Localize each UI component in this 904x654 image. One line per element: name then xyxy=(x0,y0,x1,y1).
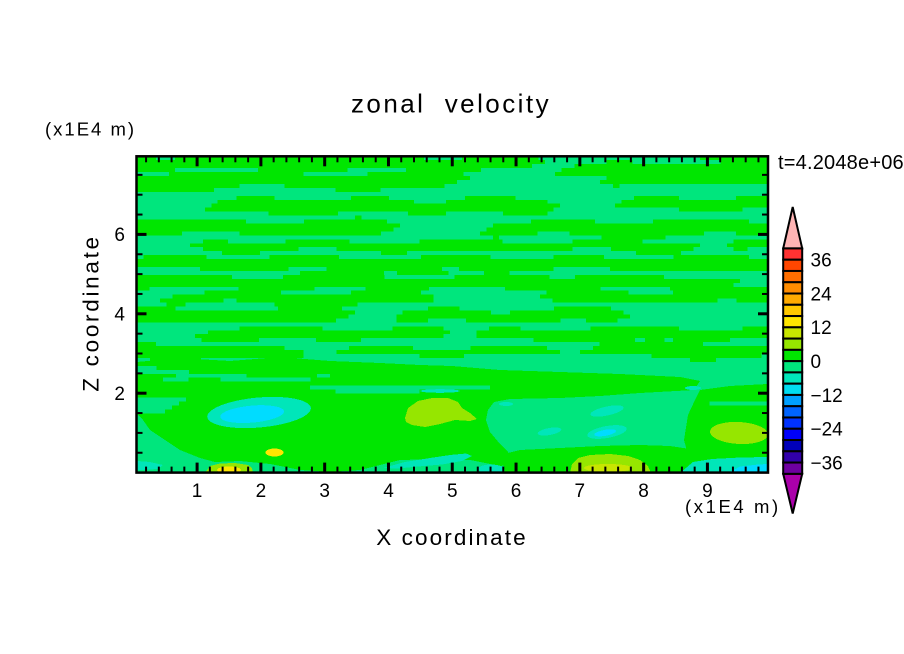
svg-text:X coordinate: X coordinate xyxy=(376,525,528,550)
svg-text:4: 4 xyxy=(383,481,394,502)
svg-text:t=4.2048e+06: t=4.2048e+06 xyxy=(778,152,904,174)
svg-text:0: 0 xyxy=(811,352,822,373)
svg-text:−36: −36 xyxy=(811,454,843,475)
svg-text:12: 12 xyxy=(811,318,832,339)
svg-text:4: 4 xyxy=(114,305,125,326)
svg-text:−12: −12 xyxy=(811,386,843,407)
svg-text:5: 5 xyxy=(447,481,458,502)
svg-text:Z coordinate: Z coordinate xyxy=(79,234,104,391)
svg-text:−24: −24 xyxy=(811,420,844,441)
svg-text:6: 6 xyxy=(114,225,125,246)
svg-text:9: 9 xyxy=(702,481,713,502)
svg-text:zonal velocity: zonal velocity xyxy=(351,89,551,119)
svg-text:2: 2 xyxy=(256,481,267,502)
svg-text:8: 8 xyxy=(638,481,649,502)
svg-text:(x1E4 m): (x1E4 m) xyxy=(685,496,781,517)
svg-text:6: 6 xyxy=(511,481,522,502)
svg-text:24: 24 xyxy=(811,284,833,305)
svg-text:7: 7 xyxy=(575,481,586,502)
svg-text:1: 1 xyxy=(192,481,203,502)
svg-text:36: 36 xyxy=(811,251,832,272)
svg-text:3: 3 xyxy=(319,481,330,502)
svg-text:2: 2 xyxy=(114,384,125,405)
svg-text:(x1E4 m): (x1E4 m) xyxy=(45,119,136,140)
